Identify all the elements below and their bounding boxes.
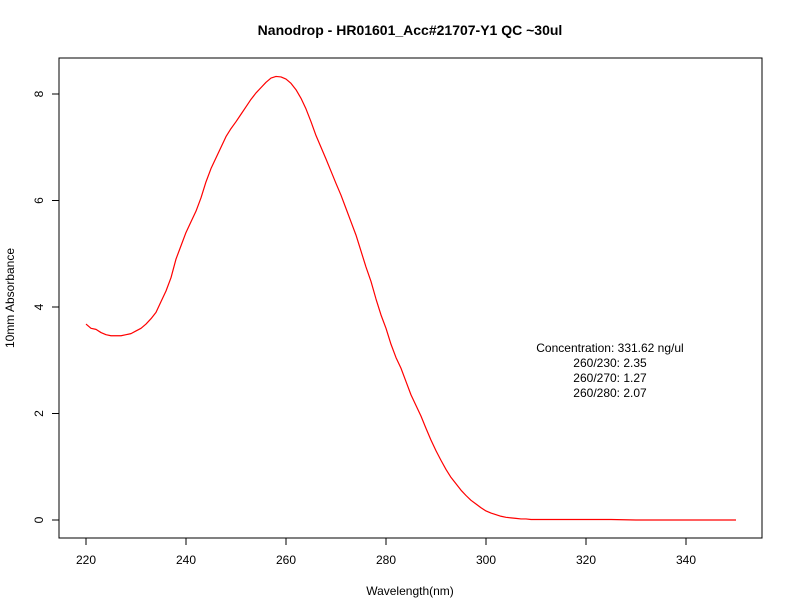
x-tick-label: 320 xyxy=(576,553,596,567)
series-layer xyxy=(85,75,736,521)
x-tick-label: 280 xyxy=(376,553,396,567)
y-tick-label: 8 xyxy=(32,90,46,97)
x-tick-label: 240 xyxy=(176,553,196,567)
y-tick-label: 0 xyxy=(32,516,46,523)
y-tick-label: 2 xyxy=(32,410,46,417)
annotation-concentration: Concentration: 331.62 ng/ul xyxy=(536,341,683,355)
series-line xyxy=(85,75,736,521)
plot-area-frame xyxy=(58,57,763,539)
y-axis-label: 10mm Absorbance xyxy=(3,248,17,348)
annotation-block: Concentration: 331.62 ng/ul 260/230: 2.3… xyxy=(536,341,683,400)
y-tick-label: 4 xyxy=(32,303,46,310)
y-axis: 0 2 4 6 8 xyxy=(32,90,60,523)
x-tick-label: 260 xyxy=(276,553,296,567)
x-tick-label: 300 xyxy=(476,553,496,567)
x-axis: 220 240 260 280 300 320 340 xyxy=(76,537,696,567)
chart-title: Nanodrop - HR01601_Acc#21707-Y1 QC ~30ul xyxy=(258,22,563,38)
annotation-ratio-260-280: 260/280: 2.07 xyxy=(573,386,647,400)
x-axis-label: Wavelength(nm) xyxy=(366,584,454,598)
annotation-ratio-260-270: 260/270: 1.27 xyxy=(573,371,647,385)
annotation-ratio-260-230: 260/230: 2.35 xyxy=(573,356,647,370)
x-tick-label: 220 xyxy=(76,553,96,567)
x-tick-label: 340 xyxy=(676,553,696,567)
y-tick-label: 6 xyxy=(32,197,46,204)
